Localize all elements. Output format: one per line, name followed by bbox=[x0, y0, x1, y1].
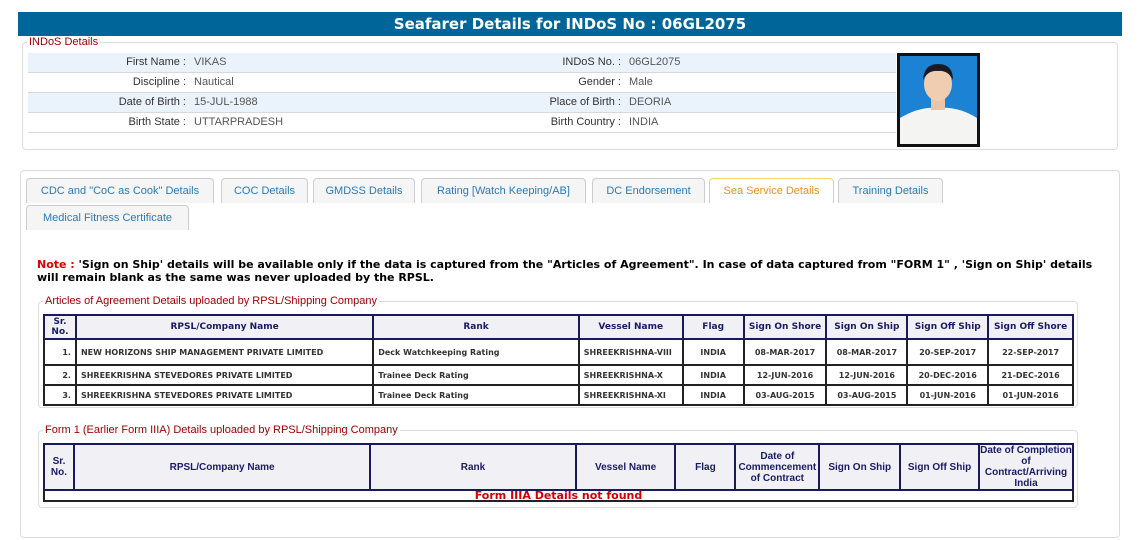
table-cell: Trainee Deck Rating bbox=[372, 364, 580, 386]
table-cell: INDIA bbox=[681, 364, 745, 386]
table-cell: Trainee Deck Rating bbox=[372, 384, 580, 406]
indos-details-fieldset: INDoS Details First Name : VIKAS INDoS No.… bbox=[22, 36, 1118, 150]
table-cell: 12-JUN-2016 bbox=[742, 364, 828, 386]
field-value: Male bbox=[629, 76, 653, 88]
indos-info-row: Discipline : Nautical Gender : Male bbox=[28, 73, 896, 93]
table-cell: INDIA bbox=[681, 338, 745, 366]
column-header: Vessel Name bbox=[577, 314, 684, 340]
tab-sea-service-details[interactable]: Sea Service Details bbox=[709, 178, 834, 203]
field-value: INDIA bbox=[629, 116, 659, 128]
column-header: Sign Off Ship bbox=[906, 314, 990, 340]
tab-rating-watch-keeping-ab[interactable]: Rating [Watch Keeping/AB] bbox=[421, 178, 586, 203]
table-cell: SHREEKRISHNA-VIII bbox=[577, 338, 684, 366]
form1-fieldset: Form 1 (Earlier Form IIIA) Details uploa… bbox=[38, 424, 1078, 508]
table-cell: 3. bbox=[43, 384, 77, 406]
table-row: 2. SHREEKRISHNA STEVEDORES PRIVATE LIMITE… bbox=[43, 364, 1074, 386]
table-cell: Deck Watchkeeping Rating bbox=[372, 338, 580, 366]
indos-info-row: Date of Birth : 15-JUL-1988 Place of Birth… bbox=[28, 93, 896, 113]
field-label: Place of Birth : bbox=[549, 96, 621, 108]
table-cell: 08-MAR-2017 bbox=[825, 338, 909, 366]
indos-info-row: First Name : VIKAS INDoS No. : 06GL2075 bbox=[28, 53, 896, 73]
tab-dc-endorsement[interactable]: DC Endorsement bbox=[592, 178, 705, 203]
field-label: Date of Birth : bbox=[118, 96, 186, 108]
form1-legend: Form 1 (Earlier Form IIIA) Details uploa… bbox=[43, 424, 400, 436]
field-value: DEORIA bbox=[629, 96, 672, 108]
column-header: Date of Commencement of Contract bbox=[734, 443, 821, 491]
field-value: UTTARPRADESH bbox=[194, 116, 284, 128]
field-label: Gender : bbox=[578, 76, 621, 88]
table-cell: 01-JUN-2016 bbox=[987, 384, 1074, 406]
column-header: Flag bbox=[674, 443, 737, 491]
column-header: RPSL/Company Name bbox=[72, 443, 372, 491]
field-label: Birth Country : bbox=[550, 116, 621, 128]
tab-cdc-and-coc-as-cook-details[interactable]: CDC and "CoC as Cook" Details bbox=[26, 178, 214, 203]
table-cell: 1. bbox=[43, 338, 77, 366]
tab-training-details[interactable]: Training Details bbox=[838, 178, 943, 203]
column-header: Vessel Name bbox=[574, 443, 677, 491]
column-header: RPSL/Company Name bbox=[74, 314, 375, 340]
table-cell: 20-SEP-2017 bbox=[906, 338, 990, 366]
field-label: First Name : bbox=[126, 56, 186, 68]
table-cell: 20-DEC-2016 bbox=[906, 364, 990, 386]
indos-info-row: Birth State : UTTARPRADESH Birth Country :… bbox=[28, 113, 896, 133]
column-header: Sr. No. bbox=[43, 443, 75, 491]
table-cell: 12-JUN-2016 bbox=[825, 364, 909, 386]
table-cell: INDIA bbox=[681, 384, 745, 406]
column-header: Sign Off Shore bbox=[987, 314, 1074, 340]
page-title: Seafarer Details for INDoS No : 06GL2075 bbox=[18, 12, 1122, 36]
field-value: 06GL2075 bbox=[629, 56, 681, 68]
column-header: Sign Off Ship bbox=[899, 443, 980, 491]
table-cell: SHREEKRISHNA STEVEDORES PRIVATE LIMITED bbox=[74, 384, 375, 406]
table-cell: NEW HORIZONS SHIP MANAGEMENT PRIVATE LIM… bbox=[74, 338, 375, 366]
tab-coc-details[interactable]: COC Details bbox=[221, 178, 308, 203]
table-cell: SHREEKRISHNA STEVEDORES PRIVATE LIMITED bbox=[74, 364, 375, 386]
table-cell: 22-SEP-2017 bbox=[987, 338, 1074, 366]
field-label: Birth State : bbox=[128, 116, 186, 128]
articles-table: Sr. No. RPSL/Company Name Rank Vessel Name F… bbox=[43, 314, 1074, 406]
note-text: 'Sign on Ship' details will be available… bbox=[37, 258, 1093, 284]
table-cell: 2. bbox=[43, 364, 77, 386]
field-value: VIKAS bbox=[194, 56, 227, 68]
column-header: Rank bbox=[369, 443, 577, 491]
table-cell: 03-AUG-2015 bbox=[825, 384, 909, 406]
table-cell: 21-DEC-2016 bbox=[987, 364, 1074, 386]
tab-panel bbox=[20, 170, 1120, 538]
column-header: Date of Completion of Contract/Arriving … bbox=[977, 443, 1075, 491]
tab-gmdss-details[interactable]: GMDSS Details bbox=[313, 178, 415, 203]
field-label: INDoS No. : bbox=[562, 56, 621, 68]
table-cell: 01-JUN-2016 bbox=[906, 384, 990, 406]
articles-legend: Articles of Agreement Details uploaded b… bbox=[43, 295, 380, 307]
articles-fieldset: Articles of Agreement Details uploaded b… bbox=[38, 295, 1078, 408]
column-header: Sign On Ship bbox=[818, 443, 902, 491]
table-row: 3. SHREEKRISHNA STEVEDORES PRIVATE LIMITE… bbox=[43, 384, 1074, 406]
tab-medical-fitness-certificate[interactable]: Medical Fitness Certificate bbox=[26, 205, 189, 230]
table-cell: 08-MAR-2017 bbox=[742, 338, 828, 366]
field-label: Discipline : bbox=[132, 76, 186, 88]
note-label: Note : bbox=[37, 258, 75, 271]
table-cell: 03-AUG-2015 bbox=[742, 384, 828, 406]
column-header: Sign On Ship bbox=[825, 314, 909, 340]
column-header: Flag bbox=[681, 314, 745, 340]
column-header: Rank bbox=[372, 314, 580, 340]
sea-service-note: Note : 'Sign on Ship' details will be av… bbox=[37, 258, 1097, 284]
table-cell: SHREEKRISHNA-X bbox=[577, 364, 684, 386]
table-cell: SHREEKRISHNA-XI bbox=[577, 384, 684, 406]
form1-empty-message: Form IIIA Details not found bbox=[43, 489, 1074, 502]
form1-table: Sr. No. RPSL/Company Name Rank Vessel Name F… bbox=[43, 443, 1075, 502]
indos-details-legend: INDoS Details bbox=[27, 36, 101, 48]
field-value: 15-JUL-1988 bbox=[194, 96, 258, 108]
table-row: 1. NEW HORIZONS SHIP MANAGEMENT PRIVATE L… bbox=[43, 338, 1074, 366]
field-value: Nautical bbox=[194, 76, 234, 88]
seafarer-photo bbox=[897, 53, 980, 147]
column-header: Sr. No. bbox=[43, 314, 77, 340]
column-header: Sign On Shore bbox=[742, 314, 828, 340]
